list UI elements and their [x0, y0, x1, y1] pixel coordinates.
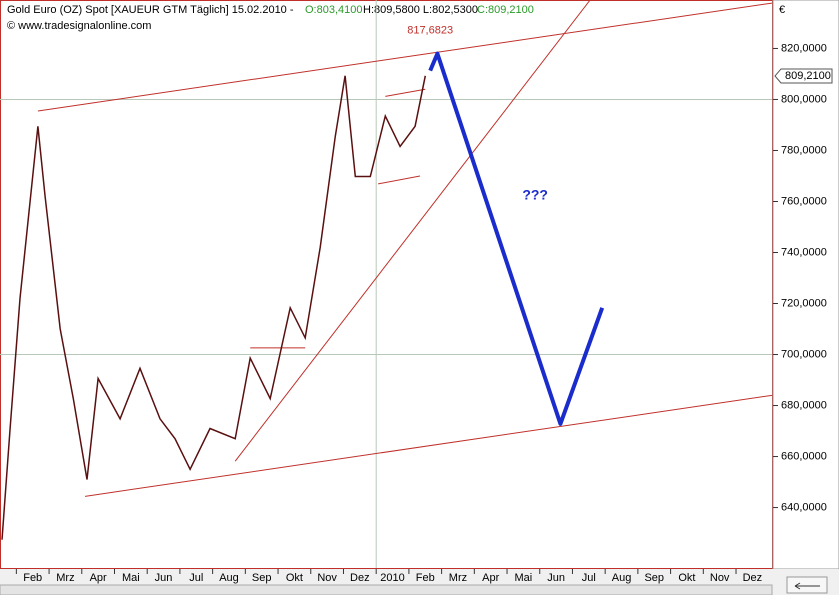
scroll-button[interactable] — [786, 576, 828, 594]
trendline — [84, 394, 772, 497]
ohlc-close: C:809,2100 — [477, 4, 534, 16]
trendline — [378, 175, 421, 185]
x-tick-label: Jun — [547, 572, 565, 584]
x-tick-label: Jul — [582, 572, 596, 584]
y-tick-label: 680,0000 — [781, 399, 827, 411]
annotation: 817,6823 — [407, 25, 453, 37]
x-tick-label: Dez — [350, 572, 370, 584]
y-tick-label: 820,0000 — [781, 42, 827, 54]
x-tick-label: Mai — [515, 572, 533, 584]
subtitle: © www.tradesignalonline.com — [7, 20, 151, 32]
x-tick-label: Okt — [678, 572, 695, 584]
x-tick-label: Mai — [122, 572, 140, 584]
x-tick-label: Jun — [155, 572, 173, 584]
x-tick-label: Mrz — [449, 572, 467, 584]
last-value-label: 809,2100 — [785, 70, 831, 82]
y-tick-label: 800,0000 — [781, 93, 827, 105]
scrollbar[interactable] — [0, 584, 773, 595]
x-tick-label: Feb — [23, 572, 42, 584]
x-tick-label: Aug — [612, 572, 632, 584]
y-tick-label: 640,0000 — [781, 501, 827, 513]
x-tick-label: Okt — [286, 572, 303, 584]
trendline — [385, 88, 426, 97]
y-tick-label: 780,0000 — [781, 144, 827, 156]
y-tick-label: 660,0000 — [781, 450, 827, 462]
ohlc-open: O:803,4100 — [305, 4, 363, 16]
x-tick-label: Apr — [90, 572, 107, 584]
annotation: ??? — [522, 187, 548, 203]
x-tick-label: Sep — [644, 572, 664, 584]
x-tick-label: 2010 — [380, 572, 404, 584]
x-tick-label: Dez — [743, 572, 763, 584]
x-tick-label: Sep — [252, 572, 272, 584]
scroll-arrow — [794, 582, 820, 590]
x-tick-label: Aug — [219, 572, 239, 584]
chart-title: Gold Euro (OZ) Spot [XAUEUR GTM Täglich]… — [7, 4, 294, 16]
x-tick-label: Jul — [189, 572, 203, 584]
trendline — [37, 2, 772, 112]
y-axis-panel — [772, 0, 839, 570]
x-tick-label: Nov — [317, 572, 337, 584]
x-tick-label: Mrz — [56, 572, 74, 584]
price-line — [1, 75, 427, 540]
trendline — [234, 0, 591, 462]
y-tick-label: 700,0000 — [781, 348, 827, 360]
last-value-box — [774, 68, 833, 84]
y-tick-label: 720,0000 — [781, 297, 827, 309]
y-tick-label: 760,0000 — [781, 195, 827, 207]
y-tick-label: 740,0000 — [781, 246, 827, 258]
currency: € — [779, 4, 785, 16]
x-tick-label: Nov — [710, 572, 730, 584]
x-tick-label: Feb — [416, 572, 435, 584]
projection-line — [428, 51, 605, 426]
ohlc-high-low: H:809,5800 L:802,5300 — [363, 4, 478, 16]
x-tick-label: Apr — [482, 572, 499, 584]
